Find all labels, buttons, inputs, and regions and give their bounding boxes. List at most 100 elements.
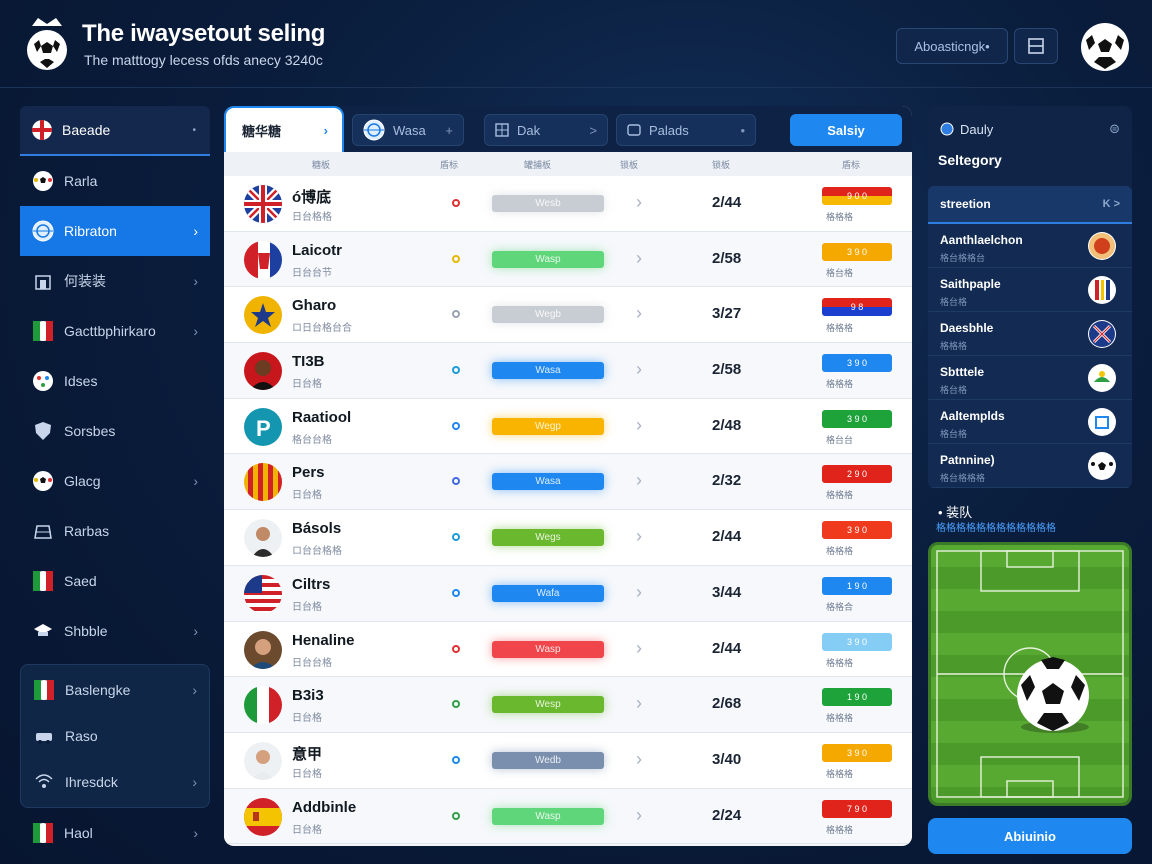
- sidebar-item[interactable]: Ribraton ›: [20, 206, 210, 256]
- chevron-right-icon[interactable]: ›: [636, 526, 642, 547]
- sidebar-header[interactable]: Baeade •: [20, 106, 210, 156]
- status-dot: [452, 700, 460, 709]
- table-row[interactable]: Ciltrs 日台格 Wafa › 3/44 1 9 0 格格合: [224, 565, 912, 622]
- category-item[interactable]: Saithpaple 格台格: [928, 268, 1132, 312]
- column-header[interactable]: 糖板: [312, 159, 331, 170]
- chevron-right-icon: ›: [193, 623, 198, 639]
- chevron-right-icon[interactable]: ›: [636, 192, 642, 212]
- sidebar-item-label: Rarla: [64, 173, 98, 189]
- table-row[interactable]: Pers 日台格 Wasa › 2/32 2 9 0 格格格: [224, 454, 912, 511]
- column-header[interactable]: 锁板: [712, 159, 731, 170]
- chevron-right-icon[interactable]: ›: [636, 581, 642, 602]
- record-value: 3/44: [712, 583, 742, 601]
- category-item[interactable]: Sbtttele 格台格: [928, 356, 1132, 400]
- chevron-right-icon[interactable]: ›: [636, 748, 642, 769]
- status-dot: [452, 421, 460, 430]
- sidebar-item-label: Shbble: [64, 623, 108, 639]
- flag-icon: [33, 679, 55, 701]
- filter-pill[interactable]: Palads •: [616, 114, 756, 146]
- status-dot: [452, 644, 460, 653]
- record-value: 3/27: [712, 305, 742, 323]
- sidebar-item[interactable]: Sorsbes: [20, 406, 210, 456]
- sidebar-group-item[interactable]: Baslengke ›: [21, 667, 209, 713]
- table-row[interactable]: Laicotr 日台台节 Wasp › 2/58 3 9 0 格台格: [224, 231, 912, 288]
- status-dot: [452, 477, 460, 486]
- column-header[interactable]: 盾标: [440, 159, 459, 170]
- column-header[interactable]: 罐捕板: [524, 159, 552, 170]
- sidebar-item[interactable]: Shbble ›: [20, 606, 210, 656]
- team-subtitle: 日台格: [292, 379, 322, 391]
- sidebar-item[interactable]: Gacttbphirkaro ›: [20, 306, 210, 356]
- chevron-right-icon: ›: [192, 682, 197, 698]
- chevron-right-icon[interactable]: ›: [636, 359, 642, 380]
- table-row[interactable]: TI3B 日台格 Wasa › 2/58 3 9 0 格格格: [224, 343, 912, 399]
- chevron-right-icon[interactable]: ›: [636, 804, 642, 825]
- sidebar-group-item-label: Baslengke: [65, 682, 131, 698]
- sidebar-item[interactable]: Rarbas: [20, 506, 210, 556]
- sidebar-item-label: Glacg: [64, 473, 101, 489]
- table-row[interactable]: Addbinle 日台格 Wasp › 2/24 7 9 0 格格格: [224, 788, 912, 845]
- column-header[interactable]: 锁板: [620, 159, 639, 170]
- layout-icon: [1028, 38, 1044, 54]
- record-value: 2/58: [712, 361, 742, 379]
- sidebar-item[interactable]: Idses: [20, 356, 210, 406]
- filter-pill-label: Dak: [517, 122, 541, 138]
- sidebar-item[interactable]: Glacg ›: [20, 456, 210, 506]
- sidebar-group-item[interactable]: Ihresdck ›: [21, 759, 209, 805]
- ball-icon: [32, 170, 54, 192]
- category-item[interactable]: Aanthlaelchon 格台格格台: [928, 224, 1132, 268]
- category-list-head-label: streetion: [940, 197, 991, 211]
- team-name: Laicotr: [292, 241, 343, 259]
- record-value: 2/68: [712, 695, 742, 713]
- settings-icon[interactable]: ⊜: [1109, 121, 1120, 136]
- profile-ball-icon[interactable]: [1080, 22, 1130, 72]
- category-item-subtitle: 格台格格台: [940, 253, 986, 263]
- record-value: 2/48: [712, 416, 742, 434]
- column-header[interactable]: 盾标: [842, 159, 861, 170]
- filter-pill[interactable]: Dak >: [484, 114, 608, 146]
- chevron-right-icon[interactable]: ›: [636, 247, 642, 268]
- table-row[interactable]: Henaline 日台台格 Wasp › 2/44 3 9 0 格格格: [224, 621, 912, 678]
- team-subtitle: 日台格: [292, 824, 322, 836]
- category-item[interactable]: Aaltemplds 格台格: [928, 400, 1132, 444]
- sidebar-group-item[interactable]: Raso: [21, 713, 209, 759]
- sidebar-item[interactable]: Saed: [20, 556, 210, 606]
- chevron-right-icon[interactable]: ›: [636, 303, 642, 324]
- chevron-right-icon[interactable]: ›: [636, 414, 642, 435]
- form-bar: Wegs: [492, 529, 604, 547]
- football-pitch: [928, 542, 1132, 806]
- primary-action-button[interactable]: Salsiy: [790, 114, 902, 146]
- table-row[interactable]: 意甲 日台格 Wedb › 3/40 3 9 0 格格格: [224, 732, 912, 789]
- bottom-action-button[interactable]: Abiuinio: [928, 818, 1132, 854]
- sidebar-item[interactable]: Rarla: [20, 156, 210, 206]
- table-row[interactable]: P Raatiool 格台台格 Wegp › 2/48 3 9 0 格台台: [224, 398, 912, 455]
- tab-main-label: 糖华糖: [242, 123, 282, 139]
- header-action-button[interactable]: Aboasticngk•: [896, 28, 1008, 64]
- category-item[interactable]: Daesbhle 格格格: [928, 312, 1132, 356]
- table-row[interactable]: ó博底 日台格格 Wesb › 2/44 9 0 0 格格格: [224, 176, 912, 232]
- table-row[interactable]: Gharo ロ日台格台合 Wegb › 3/27 9 8 格格格: [224, 287, 912, 344]
- points-subtext: 格格格: [826, 546, 854, 557]
- points-badge: 3 9 0: [822, 354, 892, 373]
- chevron-right-icon[interactable]: ›: [636, 693, 642, 714]
- status-dot: [452, 366, 460, 375]
- tab-main[interactable]: 糖华糖 ›: [224, 106, 344, 152]
- filter-pill[interactable]: Wasa +: [352, 114, 464, 146]
- app-title: The iwaysetout seling: [82, 20, 326, 47]
- category-item[interactable]: Patnnine) 格台格格格: [928, 444, 1132, 488]
- pager-controls[interactable]: K >: [1102, 198, 1120, 210]
- table-row[interactable]: Básols ロ台台格格 Wegs › 2/44 3 9 0 格格格: [224, 510, 912, 566]
- team-name: ó博底: [292, 189, 332, 206]
- form-bar: Wafa: [492, 584, 604, 602]
- layout-toggle-button[interactable]: [1014, 28, 1058, 64]
- table-row[interactable]: B3i3 日台格 Wesp › 2/68 1 9 0 格格格: [224, 677, 912, 733]
- chevron-right-icon[interactable]: ›: [636, 470, 642, 491]
- category-list-header[interactable]: streetion K >: [928, 186, 1132, 224]
- team-name: Addbinle: [292, 798, 357, 816]
- more-icon[interactable]: •: [192, 124, 196, 136]
- sidebar-item[interactable]: 何装装 ›: [20, 256, 210, 306]
- chevron-right-icon[interactable]: ›: [636, 637, 642, 658]
- sidebar-item[interactable]: Haol ›: [20, 808, 210, 858]
- points-badge: 3 9 0: [822, 242, 892, 261]
- category-item-subtitle: 格台格: [940, 385, 968, 395]
